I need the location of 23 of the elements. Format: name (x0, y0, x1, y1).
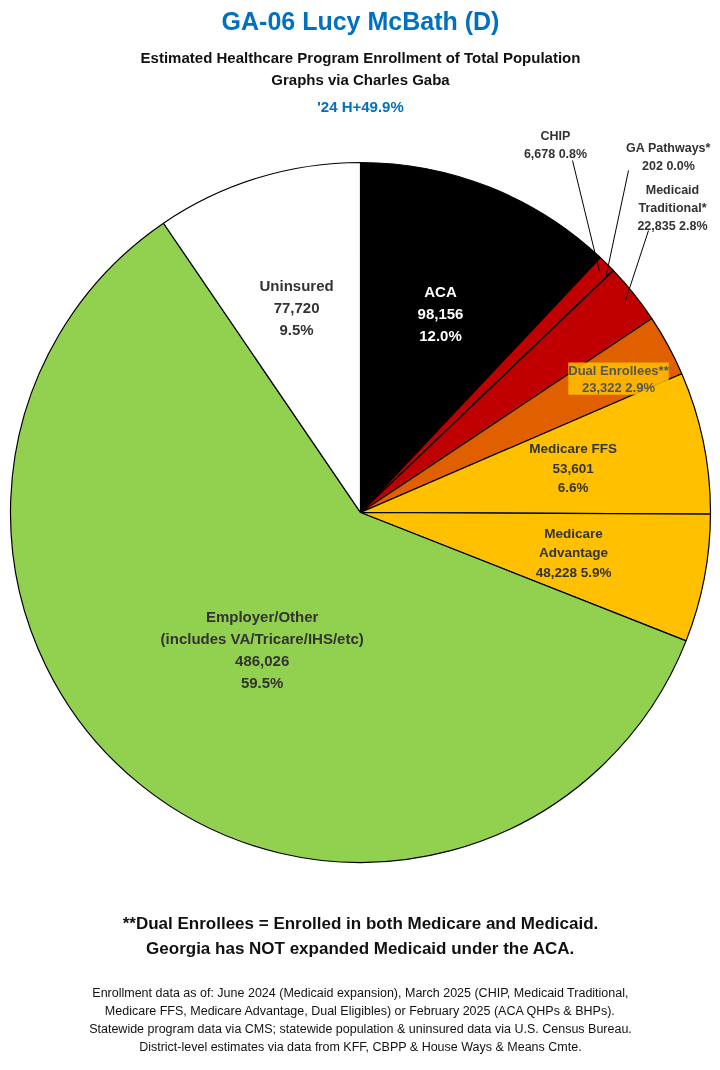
text: Enrollment data as of: June 2024 (Medicaid expansion), March 2025 (CHIP, Medicaid Traditional, Medicare FFS, Medicare Advantage, Dual Eligibles) or February 2025 (ACA QHPs & BHPs). Statewide program data via CMS; statewide population & uninsured data via U.S. Census Bureau. District-level estimates via data from KFF, CBPP & House Ways & Means Cmte. (89, 985, 632, 1055)
slice-label: GA Pathways* (626, 140, 711, 155)
slice-label: Dual Enrollees** (568, 362, 670, 378)
data-label: 77,720 9.5% (273, 299, 320, 339)
chart-subtitle: Estimated Healthcare Program Enrollment of Total Population Graphs via Charles Gaba (140, 48, 581, 89)
slice-label: Uninsured (259, 277, 334, 295)
chart-title: GA-06 Lucy McBath (D) (221, 6, 500, 35)
slice-label: Medicare FFS (529, 441, 617, 457)
text: '24 H+49.9% (317, 97, 404, 115)
slice-label: Medicaid Traditional* (638, 182, 707, 215)
slice-label: ACA (424, 282, 457, 300)
data-label: 23,322 2.9% (582, 379, 656, 395)
data-label: 202 0.0% (642, 158, 695, 173)
slice-label: Medicare Advantage (539, 525, 609, 561)
slice-label: CHIP (540, 128, 571, 143)
data-label: 53,601 6.6% (552, 460, 595, 496)
data-label: 6,678 0.8% (523, 146, 588, 161)
data-label: 486,026 59.5% (235, 651, 290, 691)
slice-label: Employer/Other (includes VA/Tricare/IHS/etc) (160, 607, 364, 647)
data-label: 22,835 2.8% (637, 218, 708, 233)
data-label: 98,156 12.0% (417, 304, 464, 344)
text: **Dual Enrollees = Enrolled in both Medicare and Medicaid. Georgia has NOT expanded Medicaid under the ACA. (122, 913, 599, 959)
data-label: 48,228 5.9% (535, 564, 612, 580)
